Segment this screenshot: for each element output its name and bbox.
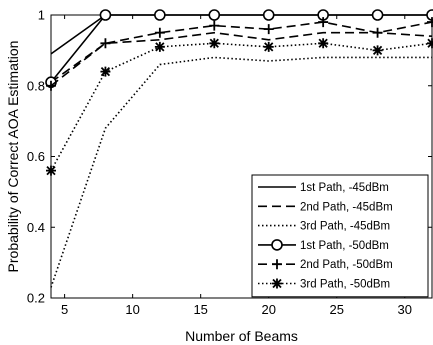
- series-6-point: [46, 165, 56, 176]
- y-tick-label: 0.8: [27, 78, 45, 93]
- legend-marker-4: [271, 239, 283, 251]
- legend-entry-3: 3rd Path, -45dBm: [300, 221, 390, 233]
- legend-box: [251, 174, 429, 298]
- y-tick-label: 0.4: [27, 220, 45, 235]
- series-6-point: [209, 38, 220, 49]
- series-6-point: [100, 66, 111, 77]
- series-5-point: [46, 80, 56, 91]
- x-tick-label: 20: [261, 302, 275, 317]
- series-line-3: [50, 56, 432, 288]
- y-tick-label: 1: [38, 8, 45, 23]
- series-5-point: [263, 24, 274, 35]
- x-tick-label: 25: [330, 302, 344, 317]
- series-line-6: [50, 42, 433, 172]
- x-tick-label: 15: [193, 302, 207, 317]
- series-6-point: [318, 38, 329, 49]
- series-5-point: [372, 27, 383, 38]
- series-5-point: [154, 27, 165, 38]
- legend-entry-1: 1st Path, -45dBm: [300, 182, 389, 194]
- series-line-2: [50, 31, 433, 83]
- series-6-point: [154, 41, 165, 52]
- chart-marks: 5 10 15 20 25 30 0.2 0.4 0.6 0.8 1 1st Path, -45dBm…: [27, 8, 433, 317]
- series-6-point: [263, 41, 274, 52]
- series-4-point: [154, 9, 166, 21]
- legend-entry-4: 1st Path, -50dBm: [300, 240, 389, 252]
- x-axis-label: Number of Beams: [185, 328, 298, 344]
- series-line-4: [50, 14, 432, 83]
- series-4-point: [208, 9, 221, 21]
- x-tick-label: 30: [398, 302, 412, 317]
- series-5-point: [318, 17, 329, 28]
- y-axis-label: Probability of Correct AOA Estimation: [5, 41, 21, 273]
- series-line-5: [50, 21, 433, 87]
- series-4-point: [262, 9, 275, 21]
- legend-entry-5: 2nd Path, -50dBm: [300, 259, 393, 271]
- legend-marker-5: [272, 259, 282, 270]
- y-tick-label: 0.2: [27, 291, 45, 306]
- y-tick-label: 0.6: [27, 149, 45, 164]
- series-5-point: [100, 38, 111, 49]
- series-5-point: [209, 20, 220, 31]
- series-5-point: [427, 17, 433, 28]
- legend-entry-6: 3rd Path, -50dBm: [300, 279, 390, 291]
- legend-entry-2: 2nd Path, -45dBm: [300, 201, 393, 213]
- x-tick-label: 10: [125, 302, 139, 317]
- legend-marker-6: [272, 278, 282, 289]
- series-6-point: [372, 45, 383, 56]
- series-6-point: [427, 38, 433, 49]
- series-4-point: [371, 9, 384, 21]
- series-4-point: [99, 9, 112, 21]
- x-tick-label: 5: [61, 302, 68, 317]
